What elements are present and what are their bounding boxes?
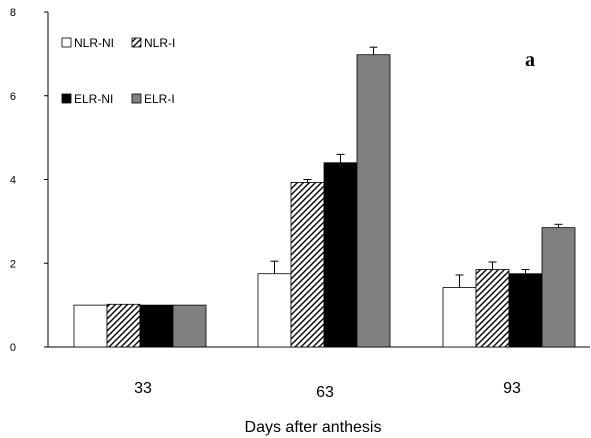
panel-label: a	[525, 49, 535, 71]
bar-elr-i-63	[356, 54, 391, 348]
legend-swatch	[131, 93, 142, 104]
legend-swatch	[131, 37, 142, 48]
bar-elr-i-33	[172, 304, 207, 348]
x-tick-label: 93	[503, 380, 521, 397]
x-tick-label: 63	[316, 384, 334, 401]
legend-label: NLR-I	[144, 36, 175, 50]
bar-nlr-ni-63	[257, 273, 292, 348]
legend: NLR-NI NLR-I ELR-NI ELR-I	[61, 36, 175, 106]
y-tick-label: 6	[10, 91, 16, 103]
x-tick-label: 33	[134, 380, 152, 397]
y-tick-label: 8	[10, 7, 16, 19]
legend-label: NLR-NI	[74, 36, 114, 50]
legend-swatch	[61, 37, 72, 48]
bar-elr-i-93	[541, 227, 576, 348]
legend-swatch	[61, 93, 72, 104]
bar-nlr-i-33	[106, 303, 141, 348]
y-axis-ticks: 0 2 4 6 8	[10, 7, 48, 354]
bar-nlr-ni-33	[73, 304, 108, 348]
bar-elr-ni-63	[323, 162, 358, 348]
bar-nlr-i-63	[290, 182, 325, 348]
legend-label: ELR-I	[144, 92, 175, 106]
x-axis-tick-labels: 33 63 93	[134, 380, 521, 401]
legend-label: ELR-NI	[74, 92, 113, 106]
bar-series-group	[73, 46, 576, 348]
bar-elr-ni-33	[139, 304, 174, 348]
bar-nlr-ni-93	[442, 287, 477, 348]
y-tick-label: 4	[10, 175, 16, 187]
x-axis-title: Days after anthesis	[245, 419, 382, 436]
bar-nlr-i-93	[475, 269, 510, 348]
y-tick-label: 2	[10, 258, 16, 270]
plot-area: 0 2 4 6 8 33 63 93	[10, 7, 590, 401]
y-tick-label: 0	[10, 342, 16, 354]
bar-elr-ni-93	[508, 273, 543, 348]
